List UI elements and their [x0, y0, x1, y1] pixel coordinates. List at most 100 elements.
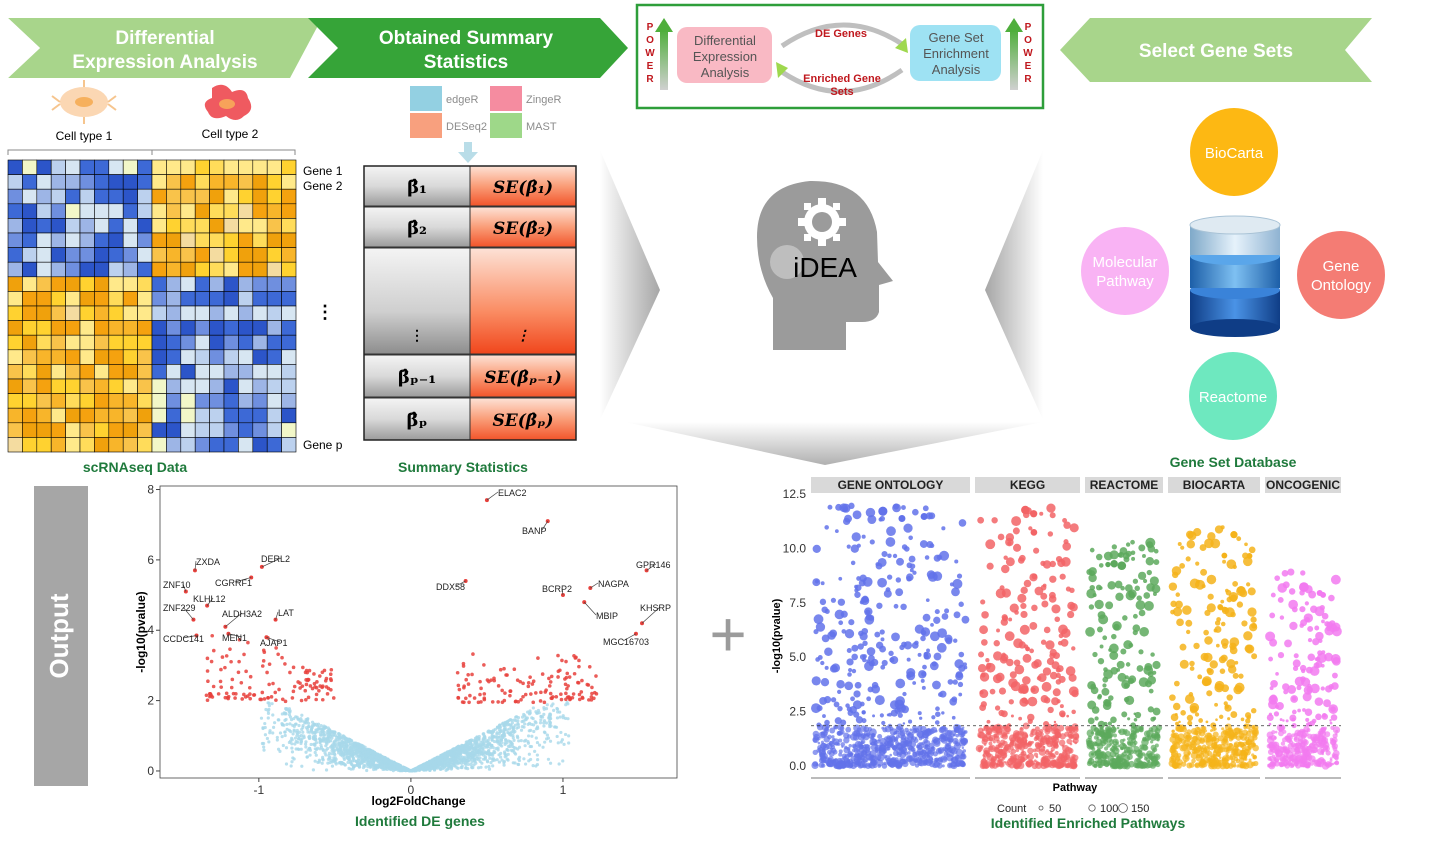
- pathway-point: [1052, 688, 1061, 697]
- volcano-point: [506, 723, 510, 727]
- volcano-point: [494, 735, 498, 739]
- pathway-point: [951, 587, 960, 597]
- heatmap-cell: [65, 203, 81, 219]
- heatmap-cell: [50, 334, 66, 351]
- volcano-point-significant: [205, 698, 210, 703]
- heatmap-cell: [65, 422, 81, 438]
- pathway-point: [834, 717, 842, 725]
- pathway-point: [912, 508, 919, 516]
- pathway-ytick-label: 0.0: [789, 759, 806, 773]
- heatmap-cell: [151, 349, 167, 365]
- volcano-point: [487, 764, 491, 769]
- heatmap-cell: [281, 334, 297, 351]
- pathway-point: [980, 701, 987, 708]
- volcano-point-significant: [236, 670, 241, 675]
- heatmap-cell: [122, 393, 138, 409]
- heatmap-cell: [266, 218, 282, 234]
- heatmap-cell: [180, 437, 196, 453]
- heatmap-cell: [137, 232, 153, 248]
- pathway-point: [958, 692, 963, 697]
- volcano-ytick-label: 8: [147, 483, 154, 497]
- volcano-point: [478, 756, 482, 760]
- banner-differential-expression: Differential Expression Analysis: [8, 18, 322, 78]
- pathway-point: [1034, 726, 1040, 732]
- pathway-point: [859, 632, 868, 641]
- volcano-point-significant: [464, 696, 468, 701]
- pathway-point: [877, 557, 887, 567]
- pathway-point: [836, 730, 842, 736]
- pathway-point: [1062, 517, 1068, 523]
- pathway-point: [1063, 539, 1069, 545]
- heatmap-cell: [108, 188, 124, 205]
- pathway-point: [934, 609, 940, 615]
- volcano-ytick-label: 4: [147, 623, 154, 637]
- volcano-point: [302, 734, 306, 738]
- pathway-point: [960, 738, 967, 745]
- heatmap-cell: [281, 232, 297, 248]
- pathway-point: [1067, 747, 1074, 754]
- volcano-point-significant: [296, 680, 300, 684]
- pathway-point: [841, 629, 847, 634]
- pathway-point: [997, 744, 1001, 748]
- volcano-point-label: ALDH3A2: [222, 609, 262, 619]
- volcano-point: [459, 758, 463, 762]
- pathway-point: [877, 577, 887, 588]
- pathway-point: [839, 726, 845, 731]
- pathway-point: [821, 606, 828, 613]
- heatmap-cell: [281, 393, 297, 409]
- biocarta-label: BioCarta: [1205, 145, 1264, 162]
- facet-strip: [1085, 477, 1163, 493]
- heatmap-cell: [281, 188, 297, 205]
- volcano-point: [524, 738, 528, 742]
- heatmap-cell: [7, 378, 23, 394]
- pathway-point: [1135, 600, 1146, 610]
- heatmap-cell: [94, 174, 110, 190]
- pathway-point: [1134, 711, 1142, 719]
- heatmap-cell: [94, 320, 110, 336]
- heatmap-cell: [238, 334, 254, 351]
- heatmap-cell: [223, 378, 239, 394]
- volcano-point: [379, 764, 383, 768]
- pathway-point: [1069, 587, 1075, 594]
- volcano-point: [265, 736, 270, 741]
- heatmap-cell: [65, 437, 81, 453]
- volcano-point-significant: [276, 652, 280, 657]
- volcano-point: [403, 768, 408, 773]
- pathway-point: [823, 743, 830, 751]
- volcano-point: [325, 737, 330, 741]
- pathway-point: [829, 629, 838, 638]
- volcano-point-significant: [547, 684, 552, 688]
- volcano-point: [495, 758, 499, 762]
- volcano-point-significant: [468, 693, 472, 698]
- volcano-point: [555, 706, 559, 711]
- pathway-point: [922, 613, 931, 622]
- heatmap-cell: [22, 218, 38, 234]
- volcano-ytick-label: 6: [147, 553, 154, 567]
- volcano-point: [372, 767, 376, 772]
- cycle-enriched-label-2: Sets: [830, 86, 853, 98]
- volcano-point: [342, 744, 346, 748]
- volcano-point: [290, 742, 294, 746]
- volcano-point: [346, 740, 350, 744]
- heatmap-cell: [180, 422, 196, 438]
- pathway-point: [946, 729, 953, 737]
- pathway-point: [955, 671, 963, 679]
- pathway-point: [1013, 543, 1022, 552]
- volcano-point-significant: [482, 696, 487, 701]
- volcano-point: [336, 732, 341, 736]
- pathway-point: [922, 505, 929, 512]
- volcano-point: [500, 744, 504, 748]
- heatmap-cell: [137, 349, 153, 365]
- pathway-point: [924, 555, 930, 560]
- volcano-point: [475, 735, 479, 739]
- pathway-point: [916, 725, 923, 731]
- pathway-point: [921, 685, 926, 690]
- volcano-point: [326, 746, 330, 751]
- heatmap-cell: [122, 349, 138, 365]
- volcano-point: [281, 743, 285, 748]
- volcano-point-significant: [521, 681, 525, 686]
- pathway-point: [1059, 573, 1066, 580]
- volcano-point: [293, 742, 297, 746]
- volcano-point: [452, 748, 457, 752]
- pathway-point: [1046, 741, 1049, 745]
